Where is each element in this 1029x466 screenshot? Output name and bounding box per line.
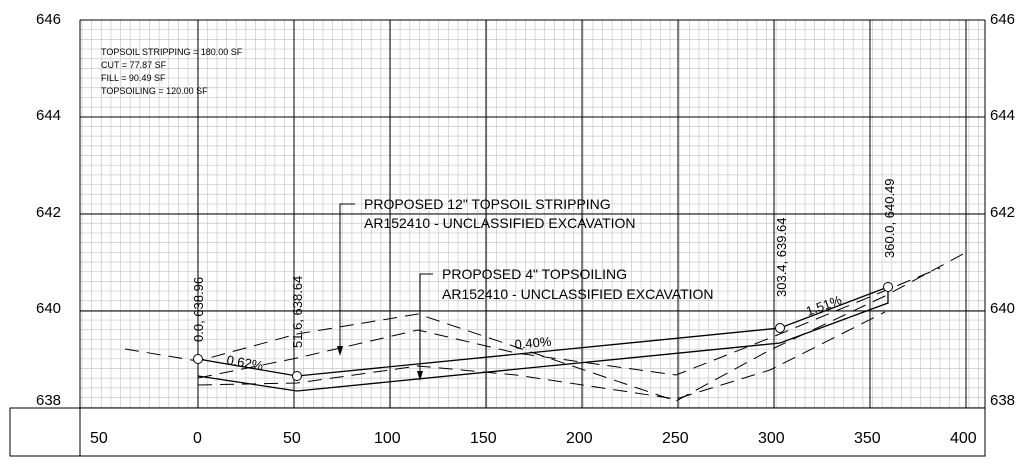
point-label-1: 0.0, 638.96: [191, 277, 206, 342]
station-axis-box: [79, 407, 986, 457]
y-label-left-640: 640: [36, 300, 61, 317]
point-marker-2: [292, 371, 302, 381]
x-label-350: 350: [854, 430, 881, 447]
x-label-400: 400: [950, 430, 977, 447]
proposed-grade-bottom-line: [197, 287, 889, 392]
topsoiling-note-line1: PROPOSED 4" TOPSOILING: [442, 266, 627, 282]
topsoiling-leader-line: [419, 273, 433, 375]
summary-topsoil-stripping: TOPSOIL STRIPPING = 180.00 SF: [101, 47, 243, 57]
y-label-right-644: 644: [990, 107, 1015, 124]
y-label-left-638: 638: [36, 392, 61, 409]
y-label-left-644: 644: [36, 107, 61, 124]
summary-topsoiling: TOPSOILING = 120.00 SF: [101, 86, 208, 96]
x-label-300: 300: [758, 430, 785, 447]
y-label-right-640: 640: [990, 300, 1015, 317]
point-marker-1: [193, 354, 203, 364]
y-label-right-646: 646: [990, 11, 1015, 28]
topsoiling-leader-arrow: [417, 371, 423, 381]
point-label-3: 303.4, 639.64: [774, 217, 789, 297]
x-label-250: 250: [662, 430, 689, 447]
x-label-neg50: 50: [90, 430, 108, 447]
summary-fill: FILL = 90.49 SF: [101, 73, 166, 83]
x-label-0: 0: [193, 430, 202, 447]
point-marker-3: [775, 323, 785, 333]
stripping-note-line2: AR152410 - UNCLASSIFIED EXCAVATION: [364, 215, 636, 231]
y-label-right-642: 642: [990, 204, 1015, 221]
left-blank-box: [9, 407, 81, 457]
topsoiling-note-line2: AR152410 - UNCLASSIFIED EXCAVATION: [442, 286, 714, 302]
point-label-4: 360.0, 640.49: [882, 178, 897, 258]
y-label-right-638: 638: [990, 392, 1015, 409]
stripping-note-line1: PROPOSED 12" TOPSOIL STRIPPING: [364, 196, 611, 212]
y-label-left-646: 646: [36, 11, 61, 28]
existing-ground-upper-line: [197, 267, 941, 379]
existing-ground-line: [124, 252, 966, 402]
x-label-50: 50: [283, 430, 301, 447]
x-label-200: 200: [566, 430, 593, 447]
grade-label-1: 0.62%: [225, 352, 264, 373]
x-label-150: 150: [470, 430, 497, 447]
summary-cut: CUT = 77.87 SF: [101, 60, 167, 70]
y-label-left-642: 642: [36, 204, 61, 221]
point-marker-4: [883, 282, 893, 292]
stripping-leader-arrow: [337, 346, 343, 356]
proposed-grade-top-line: [197, 286, 889, 377]
stripping-leader-line: [339, 203, 355, 350]
x-label-100: 100: [374, 430, 401, 447]
point-label-2: 51.6, 638.64: [290, 276, 305, 348]
existing-ground-lower-line: [197, 311, 886, 400]
grade-label-2: 0.40%: [514, 334, 552, 352]
